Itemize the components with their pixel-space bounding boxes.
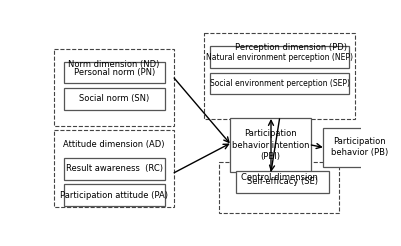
Text: Participation
behavior intention
(PBI): Participation behavior intention (PBI) xyxy=(232,129,309,161)
Text: Participation
behavior (PB): Participation behavior (PB) xyxy=(331,137,388,157)
Bar xyxy=(219,162,339,213)
Text: Social environment perception (SEP): Social environment perception (SEP) xyxy=(210,79,350,88)
Bar xyxy=(54,130,174,207)
Text: Attitude dimension (AD): Attitude dimension (AD) xyxy=(63,140,165,149)
Bar xyxy=(210,46,349,68)
Bar xyxy=(54,49,174,126)
Bar xyxy=(323,128,397,167)
Text: Personal norm (PN): Personal norm (PN) xyxy=(74,68,155,77)
Text: Control dimension: Control dimension xyxy=(241,173,318,182)
Text: Social norm (SN): Social norm (SN) xyxy=(79,94,150,103)
Text: Perception dimension (PD): Perception dimension (PD) xyxy=(235,43,346,52)
Text: Participation attitude (PA): Participation attitude (PA) xyxy=(61,191,168,200)
Text: Self-efficacy (SE): Self-efficacy (SE) xyxy=(247,177,318,186)
Bar xyxy=(230,118,311,172)
Bar xyxy=(210,73,349,94)
Bar xyxy=(64,158,165,180)
Text: Norm dimension (ND): Norm dimension (ND) xyxy=(68,60,159,69)
Text: Natural environment perception (NEP): Natural environment perception (NEP) xyxy=(206,53,353,62)
Bar xyxy=(64,88,165,110)
Bar xyxy=(64,184,165,206)
Text: Result awareness  (RC): Result awareness (RC) xyxy=(66,164,163,173)
Bar xyxy=(64,62,165,83)
Bar xyxy=(236,171,329,193)
Bar xyxy=(204,33,355,119)
